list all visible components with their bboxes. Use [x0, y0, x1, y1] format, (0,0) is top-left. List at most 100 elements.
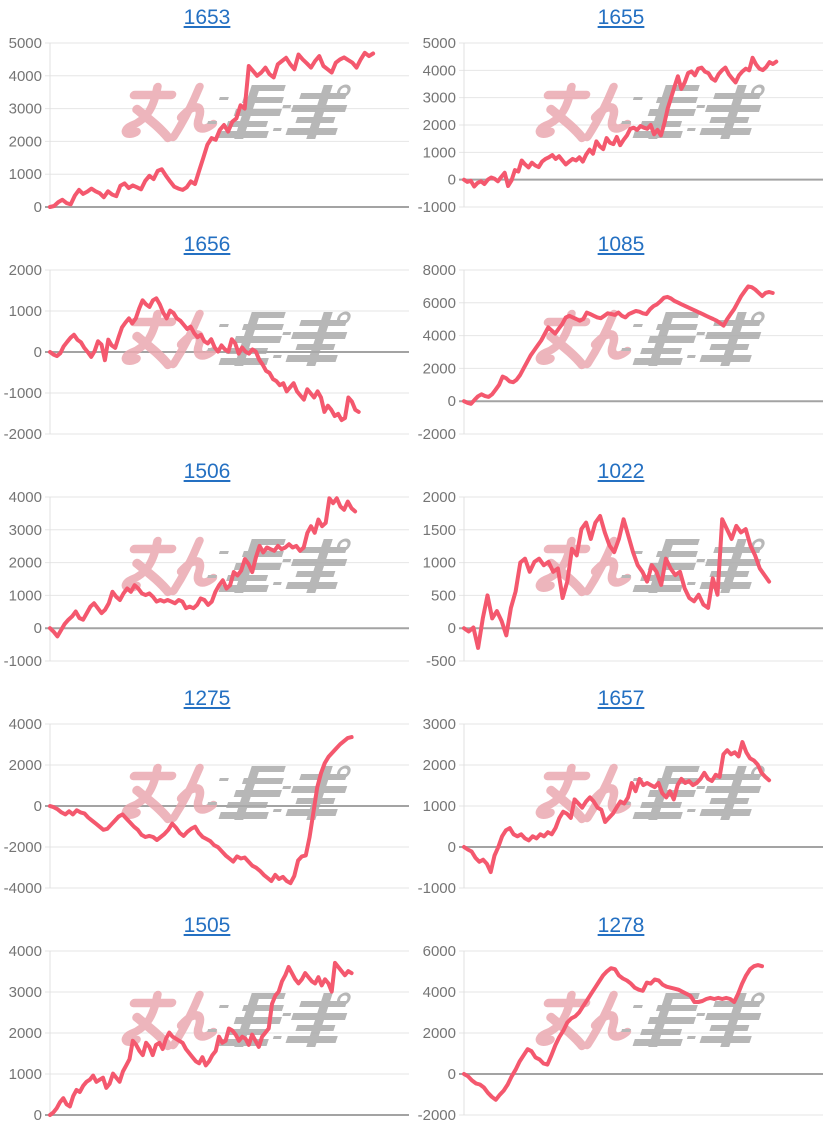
chart-cell: 1278 -2000 0 2000 4000 6000 [414, 908, 828, 1135]
chart-cell: 1653 0 1000 2000 3000 4000 5000 [0, 0, 414, 227]
line-chart: -2000 0 2000 4000 6000 [418, 943, 823, 1124]
y-tick-label: 3000 [9, 101, 42, 118]
chart-title: 1275 [0, 681, 414, 716]
y-tick-label: -1000 [418, 880, 456, 897]
chart-title: 1022 [414, 454, 828, 489]
y-tick-label: 4000 [9, 489, 42, 506]
chart-cell: 1657 -1000 0 1000 2000 3000 [414, 681, 828, 908]
watermark-minrepo-logo [121, 82, 351, 143]
y-tick-label: 6000 [423, 943, 456, 960]
line-chart: 0 1000 2000 3000 4000 5000 [9, 35, 409, 216]
data-series-line [48, 496, 358, 639]
y-tick-label: 3000 [423, 716, 456, 733]
line-chart: 0 1000 2000 3000 4000 [9, 943, 409, 1124]
machine-number-link[interactable]: 1656 [183, 233, 231, 256]
chart-cell: 1506 -1000 0 1000 2000 3000 4000 [0, 454, 414, 681]
chart-title: 1653 [0, 0, 414, 35]
y-tick-label: 2000 [423, 757, 456, 774]
y-tick-label: 2000 [9, 757, 42, 774]
y-tick-label: 500 [431, 587, 456, 604]
chart-title: 1278 [414, 908, 828, 943]
watermark-minrepo-logo [121, 309, 351, 370]
chart-cell: 1505 0 1000 2000 3000 4000 [0, 908, 414, 1135]
watermark-minrepo-logo [535, 309, 765, 370]
watermark-minrepo-logo [535, 990, 765, 1051]
y-tick-label: -1000 [4, 653, 42, 670]
y-tick-label: 4000 [423, 328, 456, 345]
machine-number-link[interactable]: 1655 [597, 6, 645, 29]
chart-cell: 1656 -2000 -1000 0 1000 2000 [0, 227, 414, 454]
y-tick-label: 2000 [423, 360, 456, 377]
data-series-line [462, 963, 764, 1102]
data-series-line [48, 960, 354, 1117]
chart-cell: 1022 -500 0 500 1000 1500 2000 [414, 454, 828, 681]
chart-title: 1505 [0, 908, 414, 943]
watermark-minrepo-logo [121, 763, 351, 824]
chart-cell: 1085 -2000 0 2000 4000 6000 8000 [414, 227, 828, 454]
machine-number-link[interactable]: 1275 [183, 687, 231, 710]
y-tick-label: 3000 [9, 522, 42, 539]
chart-cell: 1655 -1000 0 1000 2000 3000 4000 5000 [414, 0, 828, 227]
y-tick-label: -2000 [418, 426, 456, 443]
y-tick-label: 3000 [9, 984, 42, 1001]
y-tick-label: 1000 [9, 1066, 42, 1083]
y-tick-label: 2000 [423, 117, 456, 134]
machine-number-link[interactable]: 1506 [183, 460, 231, 483]
y-tick-label: -1000 [418, 199, 456, 216]
y-tick-label: 2000 [9, 262, 42, 279]
y-tick-label: 0 [448, 1066, 456, 1083]
y-tick-label: 1000 [9, 166, 42, 183]
y-tick-label: 5000 [9, 35, 42, 52]
chart-title: 1655 [414, 0, 828, 35]
y-tick-label: -1000 [4, 385, 42, 402]
y-tick-label: 4000 [9, 716, 42, 733]
y-tick-label: 0 [448, 839, 456, 856]
y-tick-label: 1000 [423, 798, 456, 815]
y-tick-label: 0 [34, 344, 42, 361]
line-chart: -1000 0 1000 2000 3000 4000 [4, 489, 409, 670]
y-tick-label: 3000 [423, 90, 456, 107]
data-series-line [462, 55, 779, 189]
y-tick-label: 2000 [9, 555, 42, 572]
machine-number-link[interactable]: 1085 [597, 233, 645, 256]
data-series-line [462, 514, 772, 650]
y-tick-label: 0 [448, 620, 456, 637]
y-tick-label: 1000 [9, 587, 42, 604]
y-tick-label: 0 [448, 172, 456, 189]
y-tick-label: 6000 [423, 295, 456, 312]
y-tick-label: 4000 [423, 62, 456, 79]
machine-number-link[interactable]: 1505 [183, 914, 231, 937]
line-chart: -1000 0 1000 2000 3000 4000 5000 [418, 35, 823, 216]
chart-title: 1656 [0, 227, 414, 262]
y-tick-label: 0 [34, 199, 42, 216]
y-tick-label: 2000 [423, 1025, 456, 1042]
data-series-line [462, 740, 772, 874]
data-series-line [48, 296, 361, 423]
y-tick-label: -2000 [4, 839, 42, 856]
y-tick-label: -2000 [418, 1107, 456, 1124]
line-chart: -4000 -2000 0 2000 4000 [4, 716, 409, 897]
machine-number-link[interactable]: 1653 [183, 6, 231, 29]
y-tick-label: 1000 [423, 555, 456, 572]
machine-number-link[interactable]: 1657 [597, 687, 645, 710]
y-tick-label: 2000 [9, 1025, 42, 1042]
machine-number-link[interactable]: 1022 [597, 460, 645, 483]
chart-title: 1506 [0, 454, 414, 489]
y-tick-label: -500 [426, 653, 456, 670]
y-tick-label: 0 [34, 1107, 42, 1124]
y-tick-label: -4000 [4, 880, 42, 897]
y-tick-label: 8000 [423, 262, 456, 279]
line-chart: -2000 -1000 0 1000 2000 [4, 262, 409, 443]
y-tick-label: 5000 [423, 35, 456, 52]
y-tick-label: 4000 [423, 984, 456, 1001]
watermark-minrepo-logo [121, 536, 351, 597]
line-chart: -1000 0 1000 2000 3000 [418, 716, 823, 897]
y-tick-label: 0 [34, 798, 42, 815]
y-tick-label: 1000 [9, 303, 42, 320]
y-tick-label: -2000 [4, 426, 42, 443]
data-series-line [48, 50, 376, 209]
line-chart: -500 0 500 1000 1500 2000 [423, 489, 823, 670]
y-tick-label: 2000 [9, 133, 42, 150]
machine-number-link[interactable]: 1278 [597, 914, 645, 937]
